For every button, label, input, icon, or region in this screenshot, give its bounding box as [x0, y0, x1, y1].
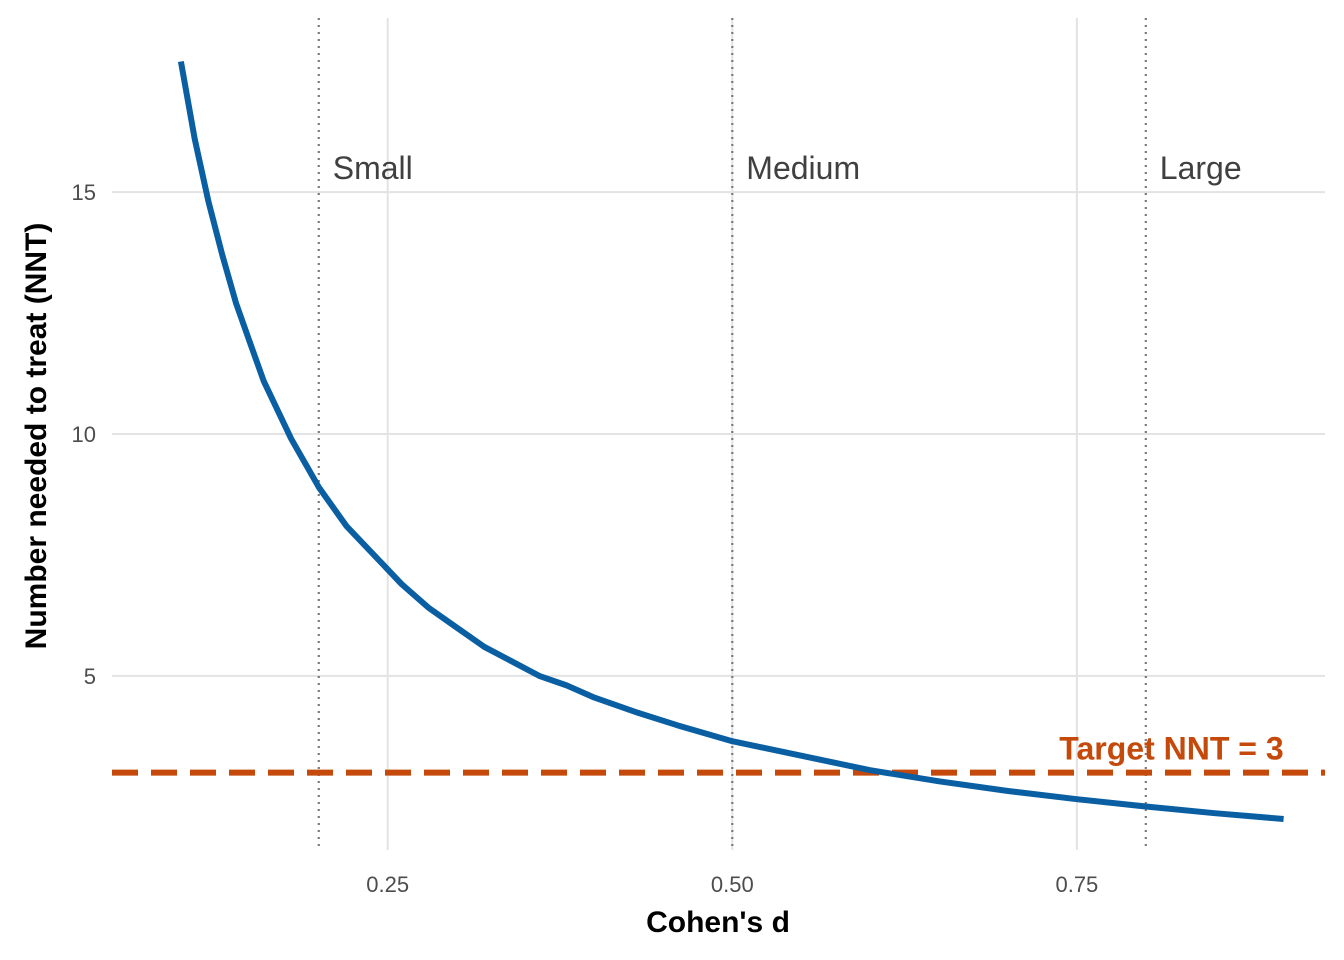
- effect-size-reference-lines: Small Medium Large: [317, 18, 1242, 850]
- series-layer: [177, 60, 1284, 822]
- tick-labels: 0.25 0.50 0.75 5 10 15: [72, 180, 1099, 897]
- y-tick-label: 5: [84, 664, 96, 689]
- y-axis-title: Number needed to treat (NNT): [20, 223, 53, 650]
- reference-label-large: Large: [1160, 150, 1242, 186]
- y-tick-label: 10: [72, 422, 96, 447]
- x-tick-label: 0.75: [1055, 872, 1098, 897]
- target-line-group: Target NNT = 3: [112, 731, 1325, 776]
- reference-label-medium: Medium: [746, 150, 860, 186]
- x-axis-title: Cohen's d: [646, 906, 790, 939]
- nnt-curve: [177, 60, 1284, 822]
- x-tick-label: 0.25: [366, 872, 409, 897]
- x-tick-label: 0.50: [711, 872, 754, 897]
- reference-label-small: Small: [333, 150, 413, 186]
- grid-lines: [112, 18, 1325, 850]
- y-tick-label: 15: [72, 180, 96, 205]
- target-label: Target NNT = 3: [1059, 731, 1283, 767]
